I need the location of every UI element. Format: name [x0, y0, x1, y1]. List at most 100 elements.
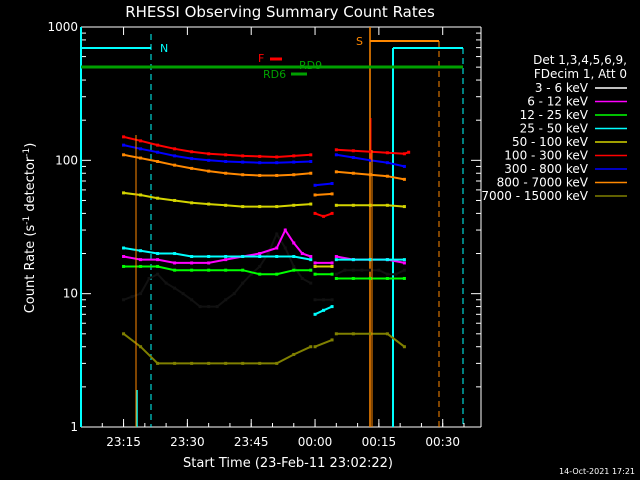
series-point — [275, 161, 279, 165]
series-point — [173, 361, 177, 365]
series-point — [351, 258, 355, 262]
legend-label: 7000 - 15000 keV — [481, 189, 588, 203]
series-6 — [122, 135, 411, 218]
series-point — [139, 264, 143, 268]
series-point — [224, 254, 228, 258]
series-point — [292, 160, 296, 164]
series-point — [139, 139, 143, 143]
series-point — [402, 164, 406, 168]
rd9-label: RD9 — [299, 59, 322, 72]
series-point — [292, 154, 296, 158]
series-point — [122, 153, 126, 157]
series-point — [156, 258, 160, 262]
series-line — [123, 135, 311, 159]
series-point — [207, 169, 211, 173]
series-point — [394, 272, 398, 276]
series-point — [313, 264, 317, 268]
series-point — [309, 258, 313, 262]
series-point — [300, 252, 304, 256]
series-point — [292, 254, 296, 258]
series-line — [123, 191, 311, 208]
series-point — [275, 232, 279, 236]
y-tick-label: 1 — [70, 420, 78, 434]
saa-label: S — [356, 35, 363, 48]
series-point — [156, 160, 160, 164]
series-point — [292, 268, 296, 272]
chart-title: RHESSI Observing Summary Count Rates — [125, 3, 435, 21]
series-point — [283, 246, 287, 250]
series-point — [368, 203, 372, 207]
series-point — [258, 361, 262, 365]
rd6-label: RD6 — [263, 68, 286, 81]
series-point — [368, 150, 372, 154]
series-point — [258, 205, 262, 209]
series-point — [190, 150, 194, 154]
x-axis-label: Start Time (23-Feb-11 23:02:22) — [183, 456, 393, 471]
legend: Det 1,3,4,5,6,9, FDecim 1, Att 0 3 - 6 k… — [481, 53, 627, 203]
series-point — [292, 264, 296, 268]
series-point — [190, 361, 194, 365]
series-point — [122, 298, 126, 302]
series-point — [330, 211, 334, 215]
x-tick-label: 00:00 — [298, 435, 333, 449]
series-point — [330, 338, 334, 342]
series-point — [241, 281, 245, 285]
series-point — [156, 361, 160, 365]
series-point — [207, 254, 211, 258]
series-point — [156, 272, 160, 276]
series-point — [334, 254, 338, 258]
series-point — [156, 196, 160, 200]
series-layer — [122, 135, 411, 365]
series-point — [351, 149, 355, 153]
series-point — [275, 254, 279, 258]
series-point — [283, 228, 287, 232]
series-point — [258, 272, 262, 276]
series-point — [313, 211, 317, 215]
series-point — [322, 308, 326, 312]
series-point — [224, 153, 228, 157]
series-point — [156, 143, 160, 147]
series-point — [351, 332, 355, 336]
series-point — [334, 332, 338, 336]
series-point — [173, 154, 177, 158]
series-point — [385, 272, 389, 276]
series-point — [156, 150, 160, 154]
legend-label: 100 - 300 keV — [504, 149, 588, 163]
x-tick-label: 00:15 — [362, 435, 397, 449]
series-line — [314, 182, 333, 187]
series-point — [198, 305, 202, 309]
series-point — [173, 163, 177, 167]
series-point — [249, 272, 253, 276]
series-point — [313, 261, 317, 265]
series-point — [402, 268, 406, 272]
series-point — [292, 203, 296, 207]
series-point — [385, 161, 389, 165]
series-point — [351, 276, 355, 280]
legend-label: 12 - 25 keV — [520, 108, 589, 122]
series-point — [173, 261, 177, 265]
series-point — [258, 154, 262, 158]
series-point — [215, 305, 219, 309]
series-point — [139, 292, 143, 296]
series-point — [207, 305, 211, 309]
series-point — [241, 254, 245, 258]
series-point — [360, 268, 364, 272]
series-point — [190, 268, 194, 272]
series-point — [313, 193, 317, 197]
series-point — [275, 361, 279, 365]
series-point — [241, 268, 245, 272]
series-point — [309, 202, 313, 206]
series-point — [368, 158, 372, 162]
series-point — [309, 171, 313, 175]
series-point — [292, 241, 296, 245]
y-tick-label: 10 — [63, 287, 78, 301]
series-point — [224, 298, 228, 302]
series-point — [173, 268, 177, 272]
x-tick-label: 23:15 — [106, 435, 141, 449]
legend-label: 25 - 50 keV — [520, 122, 589, 136]
series-point — [313, 312, 317, 316]
series-point — [139, 345, 143, 349]
series-line — [123, 265, 311, 276]
series-point — [173, 286, 177, 290]
series-point — [139, 249, 143, 253]
